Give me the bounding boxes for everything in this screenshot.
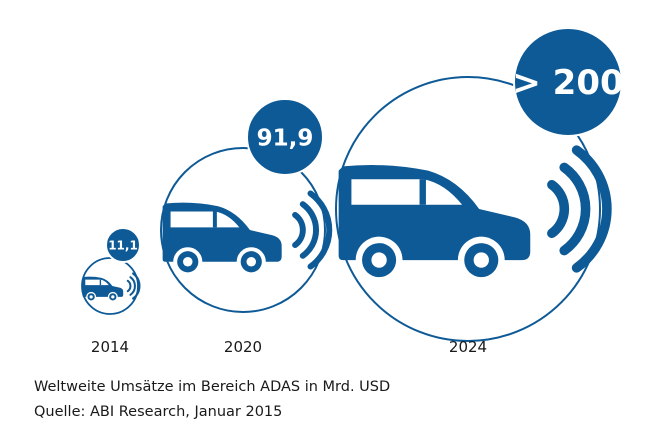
bubble-outline — [160, 147, 326, 313]
adas-bubble-chart: 2014 11,1 2020 91,9 2024 > 200 — [81, 27, 624, 356]
car-icon — [338, 165, 531, 284]
bubble-2014: 2014 11,1 — [81, 227, 141, 356]
bubble-outline — [335, 76, 601, 342]
caption-source: Quelle: ABI Research, Januar 2015 — [34, 404, 283, 420]
value-label: 11,1 — [108, 238, 138, 252]
bubble-2020: 2020 91,9 — [160, 98, 333, 356]
value-badge — [105, 227, 141, 263]
value-badge — [246, 98, 324, 176]
bubble-outline — [81, 257, 139, 315]
car-icon — [82, 276, 124, 302]
value-badge — [513, 27, 623, 137]
value-label: > 200 — [512, 63, 623, 103]
signal-waves-icon — [547, 145, 612, 273]
caption-title: Weltweite Umsätze im Bereich ADAS in Mrd… — [34, 379, 391, 395]
year-2020-label: 2020 — [224, 338, 262, 356]
year-2024-label: 2024 — [449, 338, 487, 356]
signal-waves-icon — [126, 272, 141, 300]
car-icon — [162, 202, 282, 277]
signal-waves-icon — [292, 190, 333, 270]
year-2014-label: 2014 — [91, 338, 129, 356]
bubble-2024: 2024 > 200 — [335, 27, 624, 356]
value-label: 91,9 — [257, 125, 314, 151]
